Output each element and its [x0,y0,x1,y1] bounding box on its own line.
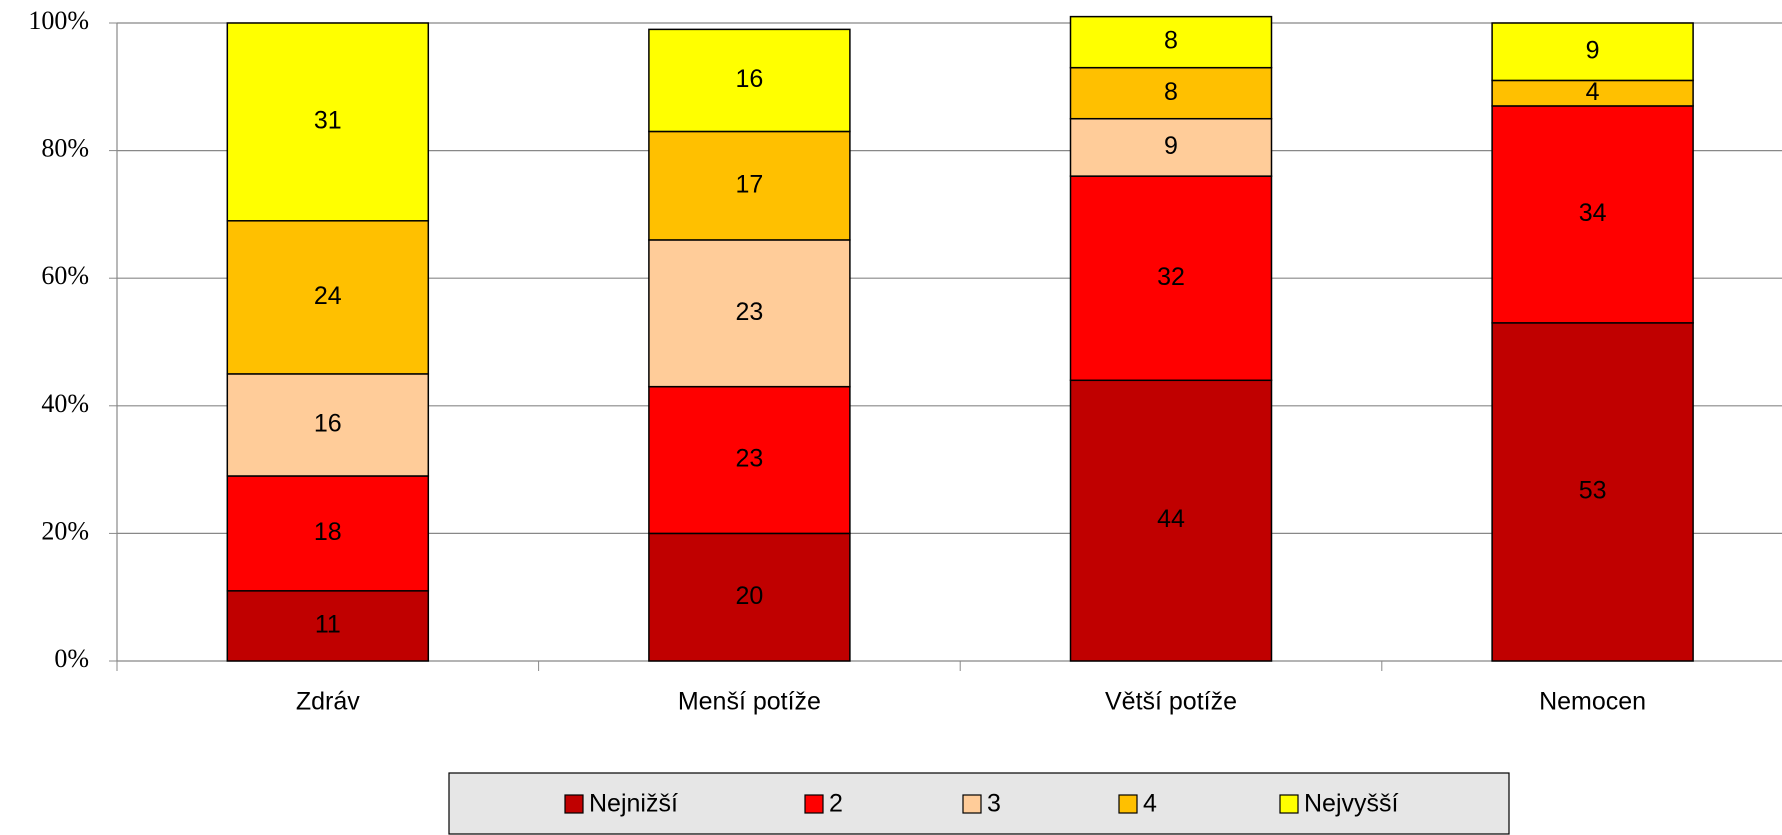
legend-label: Nejnižší [589,790,678,818]
bar-segment [1491,79,1694,107]
data-label: 20 [735,582,763,610]
bar-segment [1069,15,1273,69]
bar-segment [226,590,430,662]
bar-segment [226,220,430,375]
bar-segment [648,239,851,388]
bar-segment [226,22,430,222]
data-label: 9 [1164,132,1178,160]
legend-label: Nejvyšší [1304,790,1399,818]
data-label: 23 [735,445,763,473]
y-tick-label: 0% [54,644,89,673]
bar-segment [226,373,430,477]
legend-swatch [962,794,982,814]
y-tick-label: 20% [41,516,89,545]
data-label: 17 [735,170,763,198]
bar-segment [1069,117,1273,177]
data-label: 53 [1579,477,1607,505]
data-label: 9 [1586,36,1600,64]
data-label: 16 [735,65,763,93]
legend-swatch [1279,794,1299,814]
y-tick-label: 80% [41,134,89,163]
x-tick-label: Nemocen [1539,688,1646,716]
legend-label: 4 [1143,790,1157,818]
data-label: 18 [314,518,342,546]
data-label: 8 [1164,78,1178,106]
data-label: 16 [314,410,342,438]
bar-segment [1491,322,1694,662]
bar-segment [1491,105,1694,324]
bar-segment [648,28,851,133]
bar-segment [1069,379,1273,662]
bar-segment [648,130,851,241]
bar-segment [226,475,430,592]
legend-swatch [1118,794,1138,814]
legend-swatch [804,794,824,814]
data-label: 23 [735,298,763,326]
data-label: 24 [314,282,342,310]
bar-segment [1069,66,1273,120]
data-label: 31 [314,106,342,134]
y-tick-label: 100% [28,6,89,35]
data-label: 32 [1157,263,1185,291]
y-tick-label: 40% [41,389,89,418]
legend-swatch [564,794,584,814]
x-tick-label: Menší potíže [678,688,821,716]
x-tick-label: Větší potíže [1105,688,1237,716]
data-label: 8 [1164,27,1178,55]
data-label: 4 [1586,78,1600,106]
data-label: 44 [1157,505,1185,533]
bar-segment [648,532,851,662]
data-label: 11 [315,611,341,639]
legend-label: 2 [829,790,843,818]
x-tick-label: Zdráv [296,688,360,716]
legend-label: 3 [987,790,1001,818]
bar-segment [1069,175,1273,382]
bar-segment [1491,22,1694,82]
y-tick-label: 60% [41,261,89,290]
data-label: 34 [1579,199,1607,227]
